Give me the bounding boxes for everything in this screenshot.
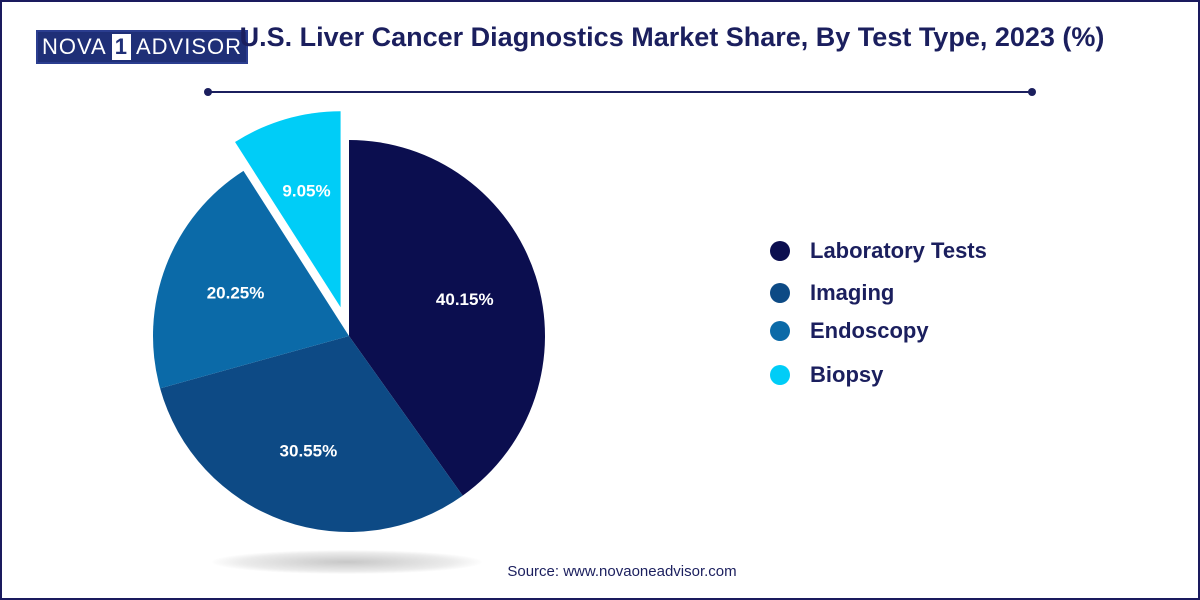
legend-label: Imaging bbox=[810, 280, 895, 305]
chart-title: U.S. Liver Cancer Diagnostics Market Sha… bbox=[239, 22, 1105, 52]
title-divider bbox=[208, 91, 1032, 93]
source-note: Source: www.novaoneadvisor.com bbox=[507, 563, 737, 580]
logo-text-right: ADVISOR bbox=[135, 34, 242, 59]
logo-text-left: NOVA bbox=[42, 34, 107, 59]
pie-slice-laboratory-tests bbox=[349, 140, 545, 496]
legend-label: Biopsy bbox=[810, 362, 884, 387]
pie-slice-biopsy bbox=[235, 111, 341, 308]
brand-logo: NOVA 1 ADVISOR bbox=[36, 30, 248, 64]
legend-item-endoscopy: Endoscopy bbox=[770, 318, 929, 344]
pie-label-endoscopy: 20.25% bbox=[207, 284, 265, 303]
pie-label-laboratory-tests: 40.15% bbox=[436, 290, 494, 309]
legend-swatch bbox=[770, 365, 790, 385]
pie-slice-endoscopy bbox=[153, 170, 349, 389]
legend-item-laboratory-tests: Laboratory Tests bbox=[770, 238, 987, 264]
legend-label: Endoscopy bbox=[810, 318, 929, 343]
legend-swatch bbox=[770, 241, 790, 261]
legend-swatch bbox=[770, 321, 790, 341]
pie-slice-imaging bbox=[160, 336, 463, 532]
pie-shadow bbox=[212, 550, 482, 574]
legend-item-biopsy: Biopsy bbox=[770, 362, 883, 388]
pie-label-biopsy: 9.05% bbox=[282, 182, 330, 201]
pie-label-imaging: 30.55% bbox=[280, 442, 338, 461]
divider-left-dot bbox=[204, 88, 212, 96]
legend-item-imaging: Imaging bbox=[770, 280, 894, 306]
logo-text-mid: 1 bbox=[111, 34, 131, 60]
legend-label: Laboratory Tests bbox=[810, 238, 987, 263]
legend-swatch bbox=[770, 283, 790, 303]
divider-right-dot bbox=[1028, 88, 1036, 96]
